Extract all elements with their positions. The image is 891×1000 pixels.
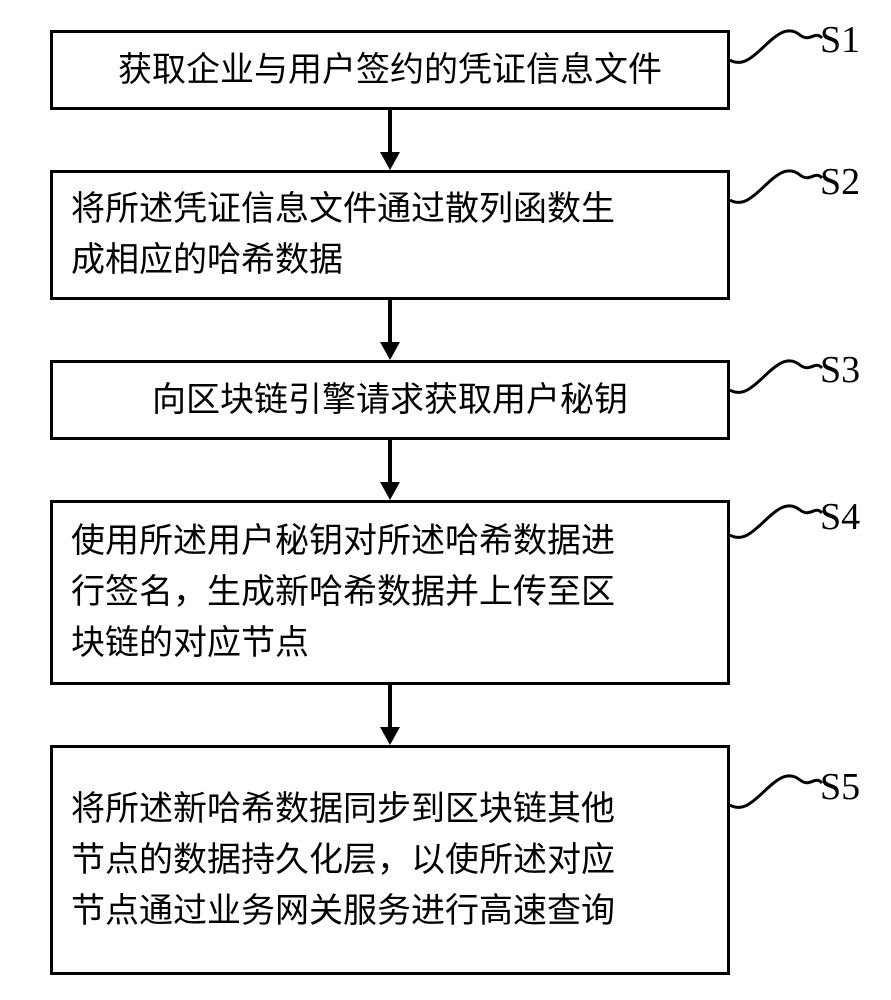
step-text-s4: 使用所述用户秘钥对所述哈希数据进 行签名，生成新哈希数据并上传至区 块链的对应节… (71, 516, 709, 669)
arrow-s1-s2-line (388, 110, 392, 152)
step-label-s3: S3 (820, 348, 860, 392)
arrow-s2-s3-head (380, 342, 400, 360)
step-text-s2: 将所述凭证信息文件通过散列函数生 成相应的哈希数据 (71, 184, 709, 286)
step-box-s4: 使用所述用户秘钥对所述哈希数据进 行签名，生成新哈希数据并上传至区 块链的对应节… (50, 500, 730, 685)
curve-s5 (730, 765, 825, 825)
step-text-s1: 获取企业与用户签约的凭证信息文件 (71, 45, 709, 96)
arrow-s3-s4-head (380, 482, 400, 500)
step-box-s2: 将所述凭证信息文件通过散列函数生 成相应的哈希数据 (50, 170, 730, 300)
step-label-s5: S5 (820, 765, 860, 809)
step-text-s3: 向区块链引擎请求获取用户秘钥 (71, 375, 709, 426)
step-box-s5: 将所述新哈希数据同步到区块链其他 节点的数据持久化层，以使所述对应 节点通过业务… (50, 745, 730, 975)
step-label-s1: S1 (820, 18, 860, 62)
arrow-s4-s5-head (380, 727, 400, 745)
arrow-s4-s5-line (388, 685, 392, 727)
step-label-s4: S4 (820, 495, 860, 539)
curve-s1 (730, 20, 825, 80)
arrow-s1-s2-head (380, 152, 400, 170)
step-label-s2: S2 (820, 160, 860, 204)
curve-s4 (730, 495, 825, 555)
curve-s3 (730, 350, 825, 410)
step-box-s3: 向区块链引擎请求获取用户秘钥 (50, 360, 730, 440)
curve-s2 (730, 160, 825, 220)
step-box-s1: 获取企业与用户签约的凭证信息文件 (50, 30, 730, 110)
flowchart-canvas: 获取企业与用户签约的凭证信息文件 将所述凭证信息文件通过散列函数生 成相应的哈希… (0, 0, 891, 1000)
arrow-s2-s3-line (388, 300, 392, 342)
arrow-s3-s4-line (388, 440, 392, 482)
step-text-s5: 将所述新哈希数据同步到区块链其他 节点的数据持久化层，以使所述对应 节点通过业务… (71, 784, 709, 937)
